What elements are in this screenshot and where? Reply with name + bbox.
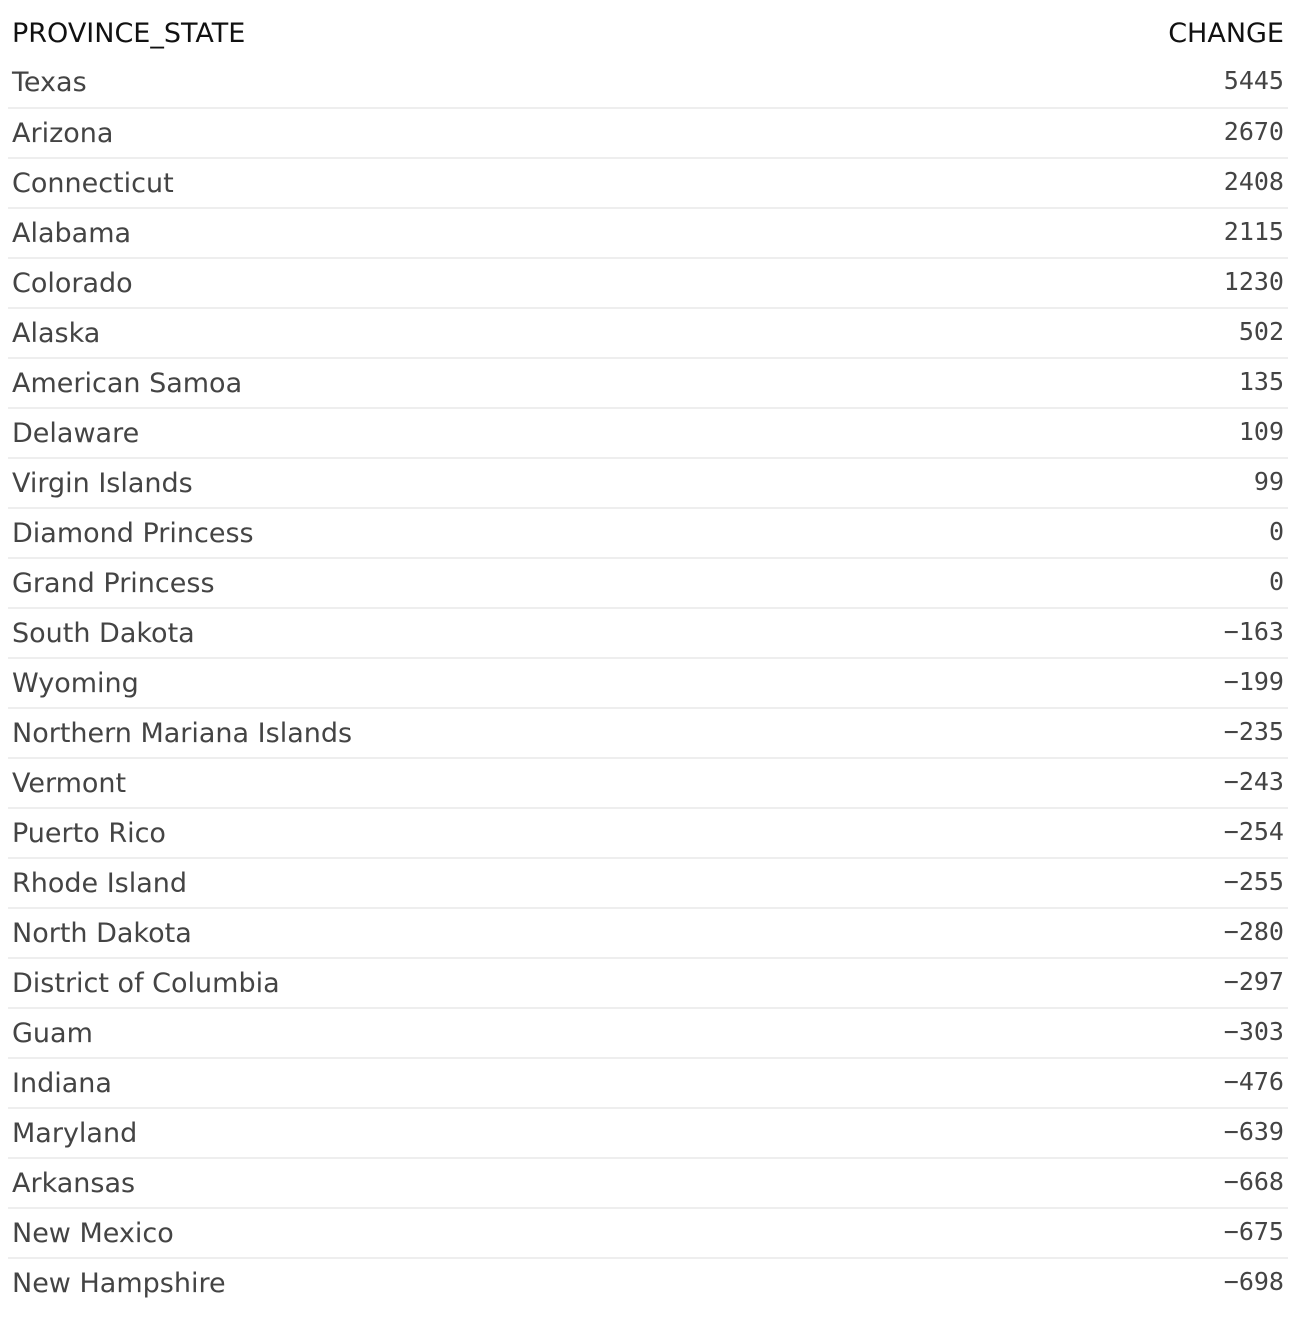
cell-province-state: Alabama xyxy=(8,208,648,259)
table-row: Connecticut 2408 xyxy=(8,158,1288,209)
table-row: Puerto Rico −254 xyxy=(8,808,1288,859)
cell-province-state: American Samoa xyxy=(8,358,648,409)
table-row: Arkansas −668 xyxy=(8,1158,1288,1209)
table-row: Colorado 1230 xyxy=(8,258,1288,309)
cell-change: −199 xyxy=(648,658,1288,709)
cell-province-state: Arizona xyxy=(8,108,648,159)
header-row: PROVINCE_STATE CHANGE xyxy=(8,8,1288,58)
table-row: District of Columbia −297 xyxy=(8,958,1288,1009)
cell-change: −243 xyxy=(648,758,1288,809)
cell-province-state: Texas xyxy=(8,58,648,109)
cell-change: 5445 xyxy=(648,58,1288,109)
cell-province-state: Northern Mariana Islands xyxy=(8,708,648,759)
table-body: Texas 5445 Arizona 2670 Connecticut 2408 Alaba… xyxy=(8,58,1288,1308)
cell-change: −476 xyxy=(648,1058,1288,1109)
cell-change: 2670 xyxy=(648,108,1288,159)
cell-province-state: Grand Princess xyxy=(8,558,648,609)
cell-province-state: Vermont xyxy=(8,758,648,809)
table-row: Guam −303 xyxy=(8,1008,1288,1059)
table-row: Rhode Island −255 xyxy=(8,858,1288,909)
data-table-container: PROVINCE_STATE CHANGE Texas 5445 Arizona 26… xyxy=(8,8,1288,1308)
cell-change: −668 xyxy=(648,1158,1288,1209)
cell-change: 109 xyxy=(648,408,1288,459)
table-row: Wyoming −199 xyxy=(8,658,1288,709)
cell-province-state: New Mexico xyxy=(8,1208,648,1259)
cell-change: −297 xyxy=(648,958,1288,1009)
cell-province-state: North Dakota xyxy=(8,908,648,959)
cell-change: −255 xyxy=(648,858,1288,909)
cell-province-state: Puerto Rico xyxy=(8,808,648,859)
cell-province-state: Connecticut xyxy=(8,158,648,209)
cell-province-state: Guam xyxy=(8,1008,648,1059)
cell-change: 0 xyxy=(648,558,1288,609)
table-row: Alaska 502 xyxy=(8,308,1288,359)
data-table: PROVINCE_STATE CHANGE Texas 5445 Arizona 26… xyxy=(8,8,1288,1308)
cell-change: −254 xyxy=(648,808,1288,859)
cell-change: −235 xyxy=(648,708,1288,759)
cell-province-state: Wyoming xyxy=(8,658,648,709)
cell-province-state: Maryland xyxy=(8,1108,648,1159)
cell-change: 135 xyxy=(648,358,1288,409)
table-row: Virgin Islands 99 xyxy=(8,458,1288,509)
cell-province-state: Colorado xyxy=(8,258,648,309)
cell-province-state: Virgin Islands xyxy=(8,458,648,509)
table-row: North Dakota −280 xyxy=(8,908,1288,959)
cell-change: −639 xyxy=(648,1108,1288,1159)
table-row: Maryland −639 xyxy=(8,1108,1288,1159)
table-row: Delaware 109 xyxy=(8,408,1288,459)
table-row: Northern Mariana Islands −235 xyxy=(8,708,1288,759)
table-row: Grand Princess 0 xyxy=(8,558,1288,609)
cell-province-state: Indiana xyxy=(8,1058,648,1109)
cell-province-state: New Hampshire xyxy=(12,1268,226,1299)
table-row: New Mexico −675 xyxy=(8,1208,1288,1259)
cell-province-state: Alaska xyxy=(8,308,648,359)
column-header-change[interactable]: CHANGE xyxy=(1168,17,1284,49)
cell-change: 2408 xyxy=(648,158,1288,209)
cell-change: −163 xyxy=(648,608,1288,659)
table-row: Texas 5445 xyxy=(8,58,1288,109)
table-header: PROVINCE_STATE CHANGE xyxy=(8,8,1288,58)
cell-change: 0 xyxy=(648,508,1288,559)
cell-change: −303 xyxy=(648,1008,1288,1059)
table-row: Alabama 2115 xyxy=(8,208,1288,259)
cell-change: 1230 xyxy=(648,258,1288,309)
cell-province-state: District of Columbia xyxy=(8,958,648,1009)
cell-change: −675 xyxy=(648,1208,1288,1259)
cell-province-state: Diamond Princess xyxy=(8,508,648,559)
cell-province-state: Arkansas xyxy=(8,1158,648,1209)
table-row: Vermont −243 xyxy=(8,758,1288,809)
cell-change: 502 xyxy=(648,308,1288,359)
table-row: South Dakota −163 xyxy=(8,608,1288,659)
table-row: Diamond Princess 0 xyxy=(8,508,1288,559)
table-row: Indiana −476 xyxy=(8,1058,1288,1109)
table-row: American Samoa 135 xyxy=(8,358,1288,409)
table-row: New Hampshire −698 xyxy=(8,1258,1288,1308)
cell-province-state: Delaware xyxy=(8,408,648,459)
cell-change: −698 xyxy=(1223,1267,1284,1296)
cell-change: 2115 xyxy=(648,208,1288,259)
cell-change: 99 xyxy=(648,458,1288,509)
column-header-province-state[interactable]: PROVINCE_STATE xyxy=(12,17,246,49)
table-row: Arizona 2670 xyxy=(8,108,1288,159)
cell-change: −280 xyxy=(648,908,1288,959)
cell-province-state: Rhode Island xyxy=(8,858,648,909)
cell-province-state: South Dakota xyxy=(8,608,648,659)
